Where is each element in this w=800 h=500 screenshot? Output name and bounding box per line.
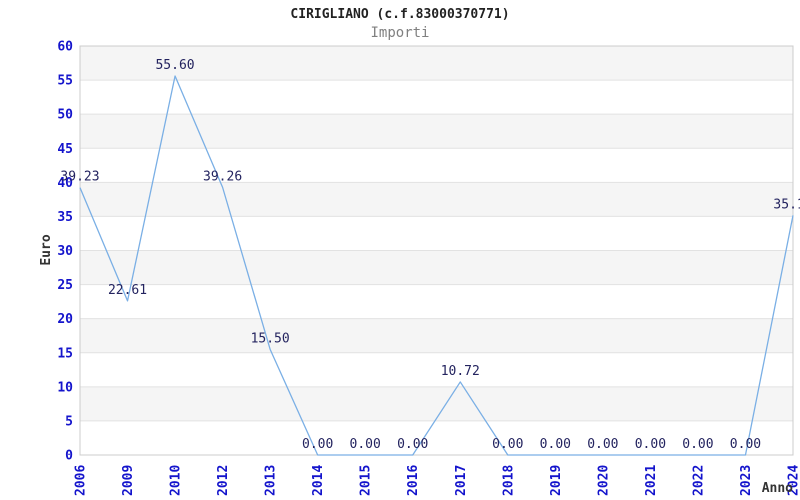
plot-band <box>80 420 793 455</box>
data-point-label: 0.00 <box>350 437 381 452</box>
data-point-label: 0.00 <box>397 437 428 452</box>
x-tick-label: 2016 <box>406 465 421 496</box>
data-point-label: 35.15 <box>773 197 800 212</box>
y-tick-label: 20 <box>57 312 73 327</box>
y-tick-label: 60 <box>57 40 73 55</box>
y-tick-label: 35 <box>57 210 73 225</box>
y-tick-label: 10 <box>57 380 73 395</box>
plot-band <box>80 148 793 183</box>
y-tick-label: 55 <box>57 74 73 89</box>
y-tick-label: 15 <box>57 346 73 361</box>
plot-band <box>80 386 793 421</box>
plot-band <box>80 80 793 115</box>
y-tick-label: 30 <box>57 244 73 259</box>
data-point-label: 39.23 <box>60 170 99 185</box>
plot-band <box>80 182 793 217</box>
data-series-line <box>79 75 794 456</box>
y-tick-label: 40 <box>57 176 73 191</box>
x-tick-label: 2023 <box>739 465 754 496</box>
data-point-label: 0.00 <box>540 437 571 452</box>
plot-band <box>80 352 793 387</box>
y-tick-label: 25 <box>57 278 73 293</box>
data-point-label: 0.00 <box>635 437 666 452</box>
y-tick-label: 5 <box>65 414 73 429</box>
x-axis-title: Anno <box>762 481 793 496</box>
x-tick-label: 2022 <box>691 465 706 496</box>
plot-band <box>80 46 793 81</box>
x-tick-label: 2024 <box>787 465 800 496</box>
plot-band <box>80 284 793 319</box>
x-tick-label: 2019 <box>549 465 564 496</box>
y-axis-title: Euro <box>39 234 54 265</box>
chart-subtitle: Importi <box>370 25 430 41</box>
plot-band <box>80 250 793 285</box>
x-tick-label: 2010 <box>169 465 184 496</box>
data-point-label: 0.00 <box>682 437 713 452</box>
x-tick-label: 2012 <box>216 465 231 496</box>
chart-title: CIRIGLIANO (c.f.83000370771) <box>290 7 510 22</box>
x-tick-label: 2018 <box>501 465 516 496</box>
y-tick-label: 50 <box>57 108 73 123</box>
data-point-label: 0.00 <box>730 437 761 452</box>
data-point-label: 15.50 <box>251 331 290 346</box>
x-tick-label: 2013 <box>264 465 279 496</box>
x-tick-label: 2009 <box>121 465 136 496</box>
x-tick-label: 2006 <box>74 465 89 496</box>
x-tick-label: 2015 <box>359 465 374 496</box>
y-tick-label: 45 <box>57 142 73 157</box>
plot-band <box>80 216 793 251</box>
y-tick-label: 0 <box>65 449 73 464</box>
data-point-label: 39.26 <box>203 169 242 184</box>
data-point-label: 10.72 <box>441 364 480 379</box>
x-tick-label: 2014 <box>311 465 326 496</box>
data-point-label: 0.00 <box>492 437 523 452</box>
x-tick-label: 2017 <box>454 465 469 496</box>
data-point-label: 0.00 <box>587 437 618 452</box>
plot-band <box>80 318 793 353</box>
plot-band <box>80 114 793 149</box>
x-tick-label: 2020 <box>596 465 611 496</box>
x-tick-label: 2021 <box>644 465 659 496</box>
data-point-label: 0.00 <box>302 437 333 452</box>
data-point-label: 22.61 <box>108 283 147 298</box>
plot-border <box>79 45 794 456</box>
data-point-label: 55.60 <box>155 58 194 73</box>
